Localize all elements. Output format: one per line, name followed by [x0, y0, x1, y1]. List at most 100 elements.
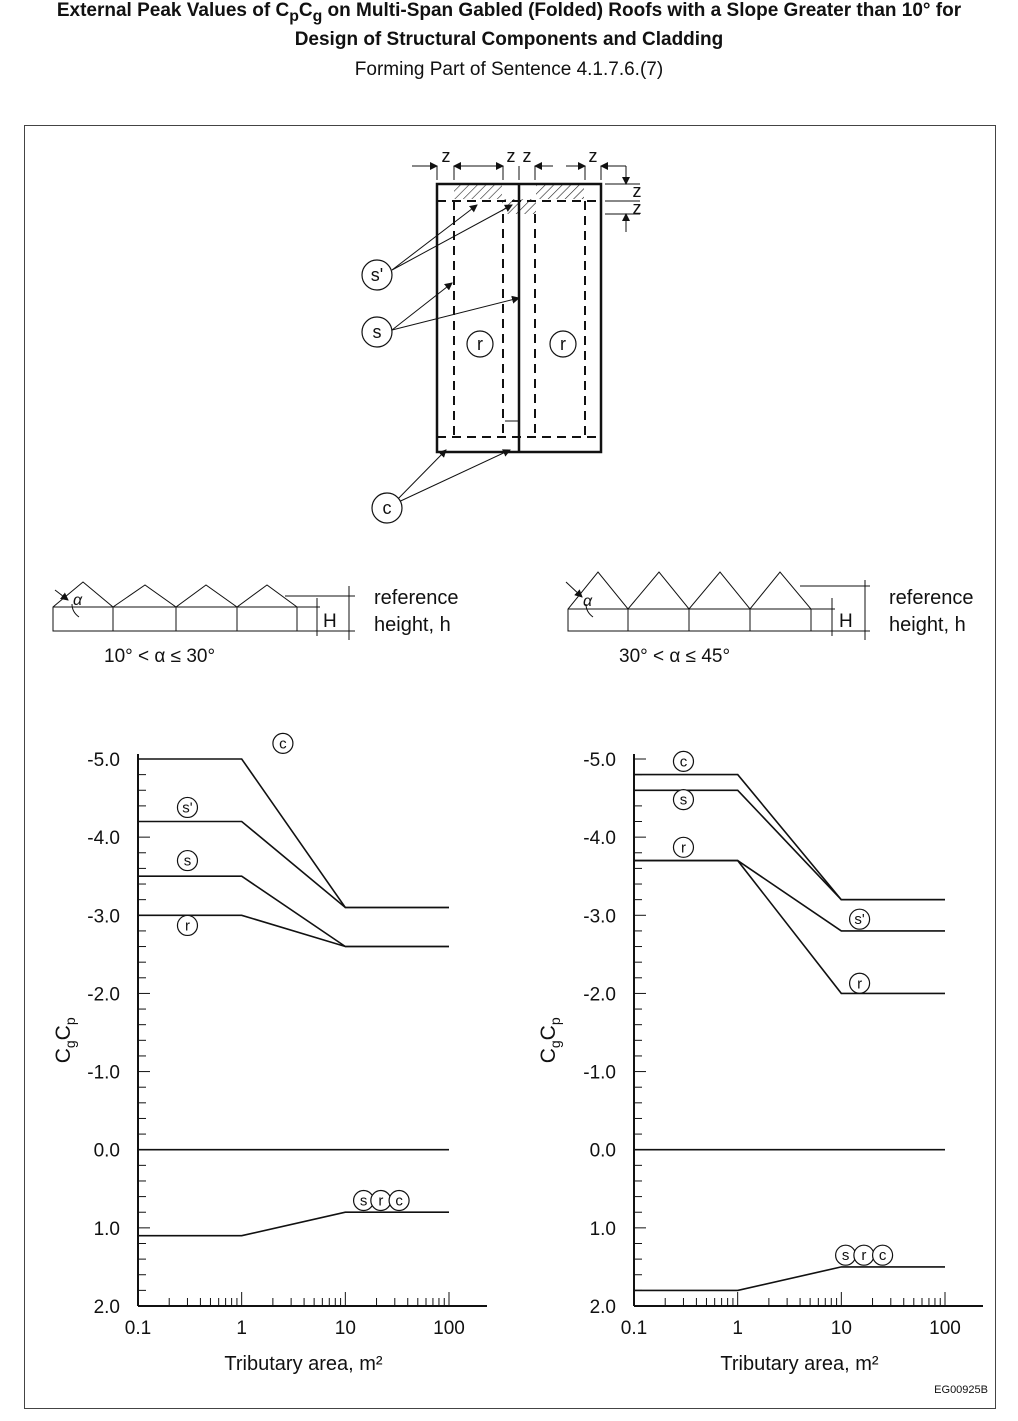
x-axis-label: Tributary area, m² — [720, 1353, 879, 1375]
title-sub-g: g — [312, 7, 323, 25]
series-line-src — [138, 1211, 449, 1237]
title-suffix: on Multi-Span Gabled (Folded) Roofs with… — [322, 0, 962, 21]
hatch-zone-left — [454, 184, 502, 199]
curve-label-circle — [848, 908, 871, 930]
x-tick-label: 0.1 — [621, 1318, 647, 1339]
dim-z-6: z — [633, 198, 642, 218]
zone-label-s: s — [373, 322, 382, 342]
series-line-sprime — [138, 820, 449, 909]
series-line-s — [138, 875, 449, 948]
y-tick-label: -2.0 — [583, 984, 616, 1005]
drawing-code: EG00925B — [934, 1384, 988, 1396]
x-tick-label: 0.1 — [125, 1318, 151, 1339]
y-tick-label: -5.0 — [87, 750, 120, 771]
dim-z-1: z — [442, 146, 451, 166]
curve-label: c — [279, 735, 287, 752]
title-sub-p: p — [289, 7, 299, 25]
section1-ref-line2: height, h — [374, 614, 451, 636]
curve-label-circle — [176, 914, 199, 937]
y-tick-label: 0.0 — [590, 1141, 616, 1162]
zone-marker-r-1 — [466, 330, 494, 358]
roof-plan — [391, 162, 640, 506]
y-tick-label: -3.0 — [87, 906, 120, 927]
curve-label: c — [879, 1247, 887, 1264]
curve-label: s' — [182, 799, 193, 816]
y-tick-label: -4.0 — [87, 828, 120, 849]
series-line-c — [138, 758, 449, 909]
figure-title-line2: Design of Structural Components and Clad… — [294, 29, 724, 50]
figure-frame — [24, 125, 996, 1409]
y-tick-label: -3.0 — [583, 906, 616, 927]
plan-labels: z z z z z z s' s r r c — [361, 146, 642, 524]
x-axis-label: Tributary area, m² — [224, 1353, 383, 1375]
x-tick-label: 1 — [732, 1318, 743, 1339]
curve-label: r — [185, 917, 190, 934]
curve-label-circle — [672, 750, 695, 772]
x-tick-label: 10 — [335, 1318, 356, 1339]
y-tick-label: -1.0 — [87, 1063, 120, 1084]
y-axis-label: CgCp — [52, 1017, 78, 1063]
curve-label: s' — [854, 911, 865, 928]
curve-label: s — [680, 792, 688, 809]
curve-label: s — [184, 853, 192, 870]
figure-title-line1: External Peak Values of CpCg on Multi-Sp… — [0, 0, 1018, 26]
section-sketch-1 — [52, 581, 355, 640]
y-tick-label: -5.0 — [583, 750, 616, 771]
y-tick-label: -1.0 — [583, 1063, 616, 1084]
zone-label-s-prime: s' — [371, 265, 383, 285]
section1-alpha: α — [73, 592, 83, 609]
zone-marker-s-prime — [361, 259, 393, 291]
y-axis-label: CgCp — [537, 1017, 563, 1063]
curve-label-circle — [672, 836, 695, 858]
section2-alpha: α — [583, 593, 593, 610]
x-tick-label: 100 — [433, 1318, 465, 1339]
curve-label: r — [861, 1247, 866, 1264]
dim-z-5: z — [633, 181, 642, 201]
curve-label-circle — [388, 1189, 410, 1212]
curve-label: r — [857, 975, 862, 992]
zone-label-c: c — [383, 498, 392, 518]
curve-label: r — [378, 1193, 383, 1210]
section2-H: H — [839, 611, 853, 632]
curve-label: s — [360, 1193, 368, 1210]
zone-label-r-2: r — [560, 334, 566, 354]
zone-label-r-1: r — [477, 334, 483, 354]
title-prefix: External Peak Values of C — [56, 0, 290, 21]
series-line-r — [634, 859, 945, 995]
title-mid: C — [298, 0, 313, 21]
y-tick-label: -4.0 — [583, 828, 616, 849]
curve-label: c — [395, 1193, 403, 1210]
series-line-sprime — [634, 859, 945, 932]
curve-label-circle — [176, 796, 199, 819]
y-tick-label: 0.0 — [94, 1141, 120, 1162]
curve-label: c — [680, 753, 688, 770]
curve-label-circle — [672, 789, 695, 811]
section1-ref-line1: reference — [374, 587, 459, 609]
series-line-src — [634, 1266, 945, 1292]
section-sketch-2 — [565, 571, 870, 640]
dim-z-2: z — [507, 146, 516, 166]
x-tick-label: 100 — [929, 1318, 961, 1339]
zone-marker-c — [371, 492, 403, 524]
section2-ref-line1: reference — [889, 587, 974, 609]
x-tick-label: 1 — [236, 1318, 247, 1339]
y-tick-label: 1.0 — [590, 1219, 616, 1240]
y-tick-label: 2.0 — [94, 1297, 120, 1318]
zone-boundaries — [437, 200, 601, 438]
zone-marker-s — [361, 316, 393, 348]
curve-label-circle — [272, 732, 294, 754]
dim-z-4: z — [589, 146, 598, 166]
y-tick-label: 2.0 — [590, 1297, 616, 1318]
dim-z-3: z — [523, 146, 532, 166]
y-tick-label: -2.0 — [87, 984, 120, 1005]
y-tick-label: 1.0 — [94, 1219, 120, 1240]
curve-label-circle — [871, 1244, 894, 1266]
curve-label-circle — [176, 849, 199, 872]
curve-label: s — [842, 1247, 850, 1264]
chart-right: -5.0 -4.0 -3.0 -2.0 -1.0 0.0 1.0 2.00.1 1 10 100 Tr… — [537, 750, 983, 1375]
curve-label: r — [681, 839, 686, 856]
section2-range: 30° < α ≤ 45° — [619, 646, 730, 667]
chart-left: -5.0 -4.0 -3.0 -2.0 -1.0 0.0 1.0 2.00.1 1 10 100 Tr… — [52, 732, 487, 1375]
hatch-zone-right — [536, 184, 584, 199]
